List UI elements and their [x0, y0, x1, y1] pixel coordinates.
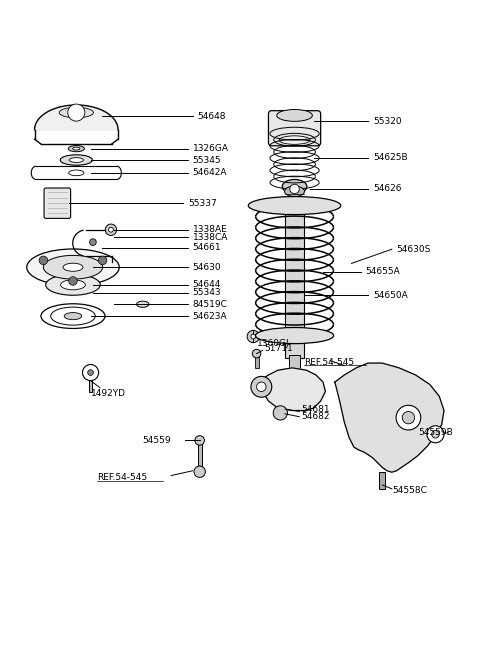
Text: REF.54-545: REF.54-545	[96, 474, 147, 482]
Ellipse shape	[73, 147, 80, 150]
Ellipse shape	[46, 274, 100, 295]
Ellipse shape	[282, 179, 307, 194]
Circle shape	[252, 349, 261, 358]
Circle shape	[105, 224, 117, 235]
Ellipse shape	[68, 145, 84, 152]
Circle shape	[69, 276, 77, 286]
Text: 54558C: 54558C	[392, 486, 427, 495]
Ellipse shape	[137, 301, 149, 307]
Polygon shape	[335, 363, 444, 472]
Text: 1338CA: 1338CA	[192, 233, 228, 242]
Text: 54559: 54559	[143, 436, 171, 445]
Circle shape	[83, 364, 98, 381]
Ellipse shape	[255, 328, 334, 344]
FancyBboxPatch shape	[268, 111, 321, 146]
Text: 54625B: 54625B	[373, 153, 408, 162]
Ellipse shape	[69, 158, 84, 162]
Ellipse shape	[43, 255, 103, 279]
Circle shape	[39, 256, 48, 265]
Text: 54681: 54681	[301, 405, 330, 413]
Polygon shape	[261, 368, 325, 411]
Circle shape	[396, 405, 421, 430]
Text: 54655A: 54655A	[366, 267, 400, 276]
Text: 54642A: 54642A	[192, 168, 227, 178]
Text: 54661: 54661	[192, 243, 221, 252]
Text: 54626: 54626	[373, 185, 401, 193]
Text: 54559B: 54559B	[418, 428, 453, 438]
Ellipse shape	[64, 312, 82, 320]
Ellipse shape	[69, 170, 84, 176]
Circle shape	[251, 334, 256, 339]
Circle shape	[290, 184, 300, 194]
Ellipse shape	[248, 196, 341, 215]
FancyBboxPatch shape	[289, 354, 300, 377]
FancyBboxPatch shape	[255, 354, 259, 368]
FancyBboxPatch shape	[380, 472, 385, 489]
Ellipse shape	[279, 136, 310, 144]
Text: 55337: 55337	[188, 198, 216, 208]
Circle shape	[88, 369, 94, 375]
Text: 54648: 54648	[197, 112, 226, 121]
Text: 51711: 51711	[264, 344, 293, 353]
Text: 54682: 54682	[301, 412, 330, 421]
Text: 55320: 55320	[373, 117, 401, 126]
Circle shape	[432, 430, 439, 438]
Circle shape	[273, 406, 288, 420]
Ellipse shape	[277, 109, 312, 121]
Circle shape	[194, 466, 205, 477]
Text: 84519C: 84519C	[192, 300, 228, 309]
Ellipse shape	[41, 304, 105, 328]
Circle shape	[402, 411, 415, 424]
Text: 1338AE: 1338AE	[192, 225, 228, 234]
Circle shape	[247, 330, 260, 343]
Circle shape	[257, 382, 266, 392]
Ellipse shape	[59, 107, 94, 118]
Ellipse shape	[60, 155, 93, 165]
FancyBboxPatch shape	[44, 188, 71, 218]
Circle shape	[68, 104, 85, 121]
Text: 55345: 55345	[192, 155, 221, 164]
Circle shape	[195, 436, 204, 445]
Ellipse shape	[285, 186, 304, 196]
Text: 54630: 54630	[192, 263, 221, 272]
Ellipse shape	[51, 307, 96, 325]
Text: 55343: 55343	[192, 288, 221, 297]
FancyBboxPatch shape	[89, 377, 93, 392]
Text: 54644: 54644	[192, 280, 221, 290]
FancyBboxPatch shape	[198, 443, 202, 470]
Circle shape	[98, 256, 107, 265]
Circle shape	[251, 377, 272, 397]
Text: 54630S: 54630S	[396, 245, 431, 253]
Text: 1360GJ: 1360GJ	[257, 339, 289, 348]
Circle shape	[427, 426, 444, 443]
Ellipse shape	[60, 280, 85, 290]
Text: 1492YD: 1492YD	[91, 390, 126, 398]
Text: 1326GA: 1326GA	[192, 144, 228, 153]
Circle shape	[90, 239, 96, 246]
Circle shape	[108, 227, 113, 232]
FancyBboxPatch shape	[285, 197, 304, 358]
Text: 54623A: 54623A	[192, 312, 227, 320]
Text: 54650A: 54650A	[373, 291, 408, 300]
Text: REF.54-545: REF.54-545	[304, 358, 354, 367]
Ellipse shape	[63, 263, 83, 271]
Ellipse shape	[27, 249, 119, 286]
